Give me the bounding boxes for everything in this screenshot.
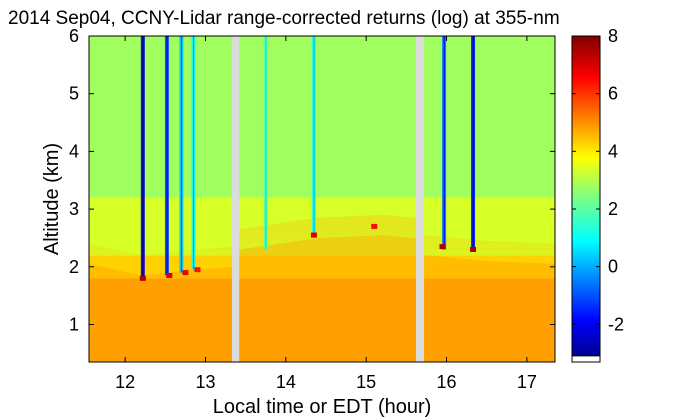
y-axis-label: Altitude (km) [41, 143, 63, 255]
colorbar-tick-label: 4 [608, 141, 618, 161]
colorbar-tick-label: 2 [608, 199, 618, 219]
x-tick-label: 17 [517, 372, 537, 392]
colorbar: -2 0 2 4 6 8 [571, 26, 624, 363]
cloud-streak-core [166, 36, 168, 276]
y-axis: 1 2 3 4 5 6 [69, 26, 555, 334]
x-axis: 12 13 14 15 16 17 [115, 36, 537, 392]
y-tick-label: 2 [69, 257, 79, 277]
cloud-streak-core [142, 36, 144, 279]
cloud-streak-core [265, 36, 267, 250]
cloud-base-return [194, 267, 201, 273]
colorbar-gap-swatch [571, 355, 601, 363]
colorbar-tick-label: -2 [608, 314, 624, 334]
cloud-base-return [166, 272, 173, 278]
x-tick-label: 12 [115, 372, 135, 392]
boundary-layer-area [89, 235, 555, 362]
cloud-base-return [470, 246, 477, 252]
cloud-streak-core [313, 36, 315, 238]
colorbar-frame [571, 35, 601, 363]
colorbar-tick-label: 0 [608, 257, 618, 277]
y-tick-label: 4 [69, 141, 79, 161]
cloud-base-return [439, 244, 446, 250]
cloud-streak-core [472, 36, 474, 250]
x-tick-label: 15 [356, 372, 376, 392]
chart-title: 2014 Sep04, CCNY-Lidar range-corrected r… [8, 8, 560, 29]
y-tick-label: 6 [69, 26, 79, 46]
cloud-base-return [371, 223, 378, 229]
cloud-base-return [310, 232, 317, 238]
cloud-streak-core [180, 36, 183, 273]
colorbar-tick-label: 6 [608, 84, 618, 104]
data-gap [232, 36, 240, 362]
x-axis-label: Local time or EDT (hour) [213, 396, 432, 418]
data-gap [416, 36, 425, 362]
x-tick-label: 16 [437, 372, 457, 392]
cloud-streak-core [192, 36, 195, 270]
colorbar-tick-label: 8 [608, 26, 618, 46]
y-tick-label: 3 [69, 199, 79, 219]
cloud-base-return [139, 275, 146, 281]
colorbar-scale [572, 36, 600, 356]
heatmap [89, 36, 555, 362]
y-tick-label: 5 [69, 84, 79, 104]
altitude-layer [89, 36, 555, 198]
y-tick-label: 1 [69, 314, 79, 334]
cloud-base-return [182, 270, 189, 276]
plot-frame [88, 35, 556, 363]
x-tick-label: 13 [195, 372, 215, 392]
cloud-streak-core [443, 36, 445, 250]
x-tick-label: 14 [276, 372, 296, 392]
entrainment-zone [89, 214, 555, 276]
